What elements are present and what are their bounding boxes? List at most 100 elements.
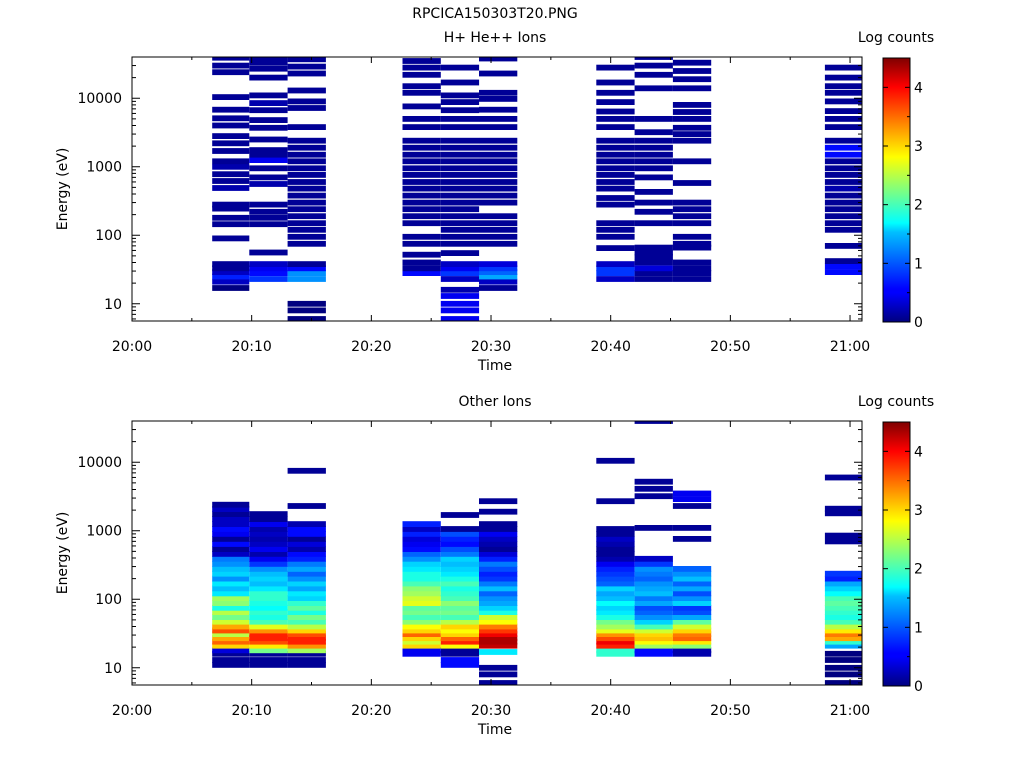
spectrogram-cell [402, 251, 441, 258]
spectrogram-cell [824, 185, 862, 192]
spectrogram-cell [402, 570, 441, 577]
panel-title: H+ He++ Ions [444, 30, 547, 46]
spectrogram-cell [634, 116, 673, 122]
spectrogram-cell [596, 590, 635, 597]
spectrogram-cell [249, 100, 288, 106]
spectrogram-cell [287, 575, 326, 582]
spectrogram-cell [249, 249, 288, 256]
spectrogram-cell [402, 609, 441, 615]
spectrogram-cell [212, 650, 250, 657]
spectrogram-cell [596, 195, 635, 201]
colorbar-label: Log counts [858, 30, 934, 46]
spectrogram-cell [824, 505, 862, 512]
panel-h-he-ions: H+ He++ Ions Log counts 20:00 20:10 20:20 2… [55, 30, 934, 374]
spectrogram-cell [596, 575, 635, 582]
spectrogram-cell [440, 561, 480, 567]
spectrogram-cell [440, 647, 480, 654]
spectrogram-cell [440, 638, 480, 645]
x-tick-label: 20:10 [231, 703, 271, 719]
spectrogram-cell [402, 89, 441, 96]
x-tick-label: 20:30 [471, 703, 511, 719]
spectrogram-cell [634, 575, 673, 582]
spectrogram-cell [212, 171, 250, 178]
x-tick-label: 20:20 [351, 703, 391, 719]
spectrogram-cell [440, 600, 480, 606]
spectrogram-cell [402, 259, 441, 266]
spectrogram-cell [212, 590, 250, 597]
spectrogram-cell [402, 199, 441, 206]
colorbar-label: Log counts [858, 394, 934, 410]
spectrogram-cell [440, 220, 480, 227]
spectrogram-cell [479, 508, 518, 515]
spectrogram-cell [824, 144, 862, 151]
spectrogram-cell [249, 181, 288, 187]
spectrogram-cell [479, 265, 518, 272]
spectrogram-cell [249, 570, 288, 577]
spectrogram-cell [212, 178, 250, 184]
y-axis-label: Energy (eV) [55, 148, 71, 231]
spectrogram-cell [634, 595, 673, 601]
spectrogram-cell [596, 124, 635, 130]
spectrogram-cell [634, 71, 673, 78]
spectrogram-cell [287, 623, 326, 630]
spectrogram-cell [634, 566, 673, 572]
spectrogram-cell [672, 76, 712, 83]
spectrogram-cell [634, 590, 673, 597]
spectrogram-cell [287, 566, 326, 572]
spectrogram-cell [402, 635, 441, 642]
spectrogram-cell [402, 555, 441, 562]
spectrogram-cell [402, 536, 441, 542]
colorbar-ticks: 0 1 2 3 4 [883, 80, 923, 331]
spectrogram-cell [249, 623, 288, 630]
spectrogram-cell [402, 137, 441, 144]
spectrogram-cell [440, 79, 480, 86]
spectrogram-cell [249, 270, 288, 276]
spectrogram-cell [634, 259, 673, 266]
spectrogram-cell [672, 233, 712, 240]
spectrogram-cell [596, 158, 635, 165]
spectrogram-cell [479, 165, 518, 172]
spectrogram-cell [212, 604, 250, 611]
spectrogram-cell [479, 285, 518, 291]
spectrogram-cell [249, 201, 288, 208]
spectrogram-cell [440, 179, 480, 185]
spectrogram-cell [824, 532, 862, 539]
spectrogram-cell [672, 570, 712, 577]
x-tick-label: 20:20 [351, 339, 391, 355]
spectrogram-cell [824, 474, 862, 481]
spectrogram-cell [672, 220, 712, 227]
spectrogram-cell [634, 151, 673, 158]
spectrogram-cell [634, 525, 673, 531]
spectrogram-cell [634, 600, 673, 606]
spectrogram-cell [596, 64, 635, 71]
spectrogram-cell [287, 165, 326, 172]
spectrogram-cell [479, 526, 518, 532]
x-tick-label: 20:40 [591, 703, 631, 719]
spectrogram-cell [212, 57, 250, 61]
spectrogram-cell [212, 221, 250, 228]
spectrogram-cell [440, 595, 480, 601]
spectrogram-cell [479, 595, 518, 601]
spectrogram-cell [479, 551, 518, 557]
spectrogram-cell [212, 536, 250, 542]
spectrogram-cell [596, 635, 635, 642]
spectrogram-cell [824, 243, 862, 249]
spectrogram-cell [440, 575, 480, 582]
spectrogram-cell [212, 521, 250, 527]
spectrogram-cell [479, 600, 518, 606]
spectrogram-cell [479, 680, 518, 685]
spectrogram-cell [249, 546, 288, 552]
spectrogram-cell [672, 109, 712, 115]
colorbar-tick-label: 3 [914, 139, 923, 155]
spectrogram-cell [402, 521, 441, 527]
spectrogram-cell [479, 269, 518, 275]
spectrogram-cell [287, 642, 326, 649]
spectrogram-cell [212, 551, 250, 557]
spectrogram-cell [672, 124, 712, 131]
spectrogram-cell [672, 490, 712, 497]
spectrogram-cell [824, 600, 862, 606]
y-tick-label: 1000 [86, 160, 122, 176]
spectrogram-cell [824, 220, 862, 227]
spectrogram-cell [596, 165, 635, 172]
spectrogram-cell [672, 265, 712, 272]
